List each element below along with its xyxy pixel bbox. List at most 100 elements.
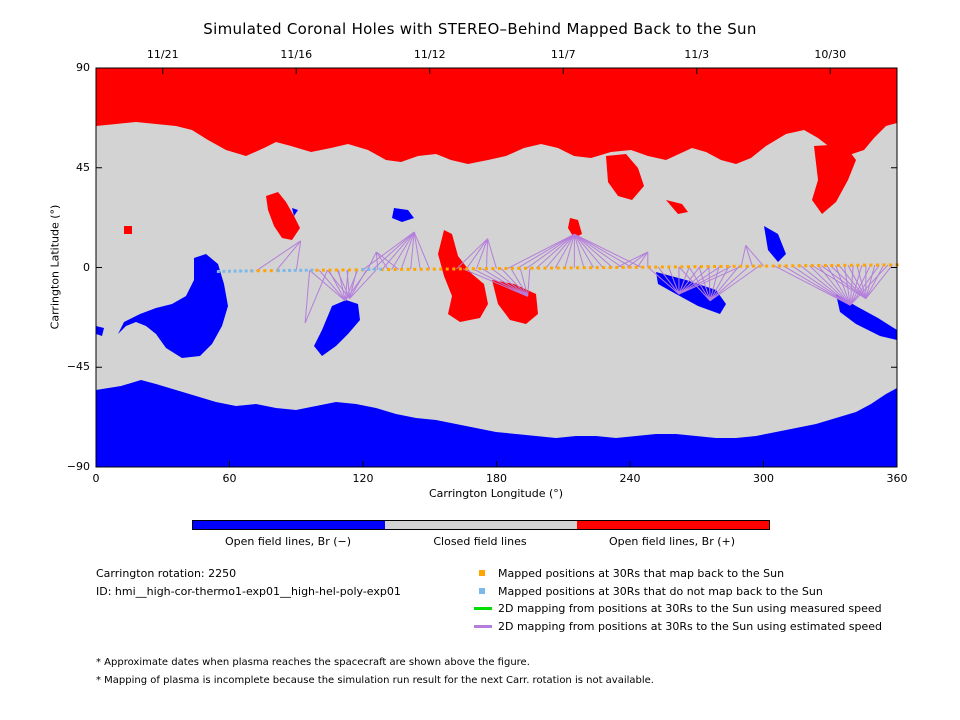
colorbar-label-positive: Open field lines, Br (+) [608, 535, 736, 548]
mapped-point-no-back [282, 269, 286, 273]
mapped-point-no-back [310, 268, 314, 272]
mapped-point-back [817, 264, 821, 268]
mapping-line [865, 264, 885, 299]
y-tick-label: 0 [83, 260, 90, 274]
mapping-line [574, 233, 623, 268]
mapped-point-no-back [288, 268, 292, 272]
pos-equatorial-1 [438, 230, 488, 322]
axis-ticks [95, 67, 898, 468]
mapped-point-no-back [228, 269, 231, 273]
mapping-line [668, 266, 680, 295]
legend-swatch-no-map-back [479, 588, 485, 594]
mapped-point-back [608, 266, 612, 269]
mapped-point-back [478, 267, 482, 271]
mapping-line [349, 269, 377, 299]
mapping-line [708, 266, 711, 301]
mapped-point-back [641, 265, 645, 269]
mapped-point-back [791, 264, 795, 268]
mapping-line [349, 269, 358, 299]
mapped-point-back [269, 269, 273, 273]
mapping-line [309, 269, 346, 302]
mapped-point-back [693, 265, 697, 269]
mapping-line [574, 233, 613, 268]
mapped-point-back [856, 263, 860, 267]
colorbar-label-negative: Open field lines, Br (−) [224, 535, 352, 548]
x-tick-label: 300 [753, 472, 774, 485]
mapping-line [304, 269, 328, 324]
mapping-line [491, 268, 528, 297]
mapped-point-back [315, 268, 319, 272]
mapped-point-back [726, 264, 730, 268]
pos-lobe-north-3 [812, 144, 856, 214]
mapping-line [410, 231, 415, 270]
mapped-point-back [628, 265, 632, 269]
mapped-point-back [732, 264, 736, 268]
pos-spot-2 [666, 200, 688, 214]
mapped-point-back [660, 265, 664, 269]
mapping-line [485, 238, 489, 269]
mapping-line [516, 233, 575, 269]
mapping-line [472, 268, 528, 297]
mapping-line [709, 265, 760, 302]
mapping-line [698, 266, 711, 301]
colorbar-closed [385, 521, 577, 529]
mapped-point-back [393, 267, 397, 271]
mapped-point-back [719, 264, 723, 268]
mapping-lines [255, 231, 893, 324]
neg-feature-5 [764, 226, 786, 262]
mapping-line [400, 231, 415, 270]
mapped-point-back [745, 264, 749, 268]
mapped-point-no-back [233, 269, 237, 273]
colorbar [192, 520, 770, 530]
legend-swatch-estimated [474, 625, 492, 628]
legend-label-measured: 2D mapping from positions at 30Rs to the… [498, 602, 882, 615]
mapping-line [462, 268, 528, 297]
mapping-line [573, 234, 594, 268]
x-axis-label: Carrington Longitude (°) [428, 487, 564, 500]
mapping-line [372, 231, 415, 271]
mapping-line [255, 240, 301, 272]
mapping-line [346, 269, 351, 299]
mapping-line [466, 238, 489, 270]
mapping-line [500, 268, 529, 297]
mapped-point-no-back [373, 267, 377, 271]
mapping-line [709, 266, 720, 301]
legend-label-no-map-back: Mapped positions at 30Rs that do not map… [498, 585, 823, 598]
mapped-point-back [778, 264, 782, 268]
mapping-line [367, 251, 377, 270]
mapping-line [535, 233, 575, 269]
neg-spot-1 [96, 326, 104, 336]
mapping-line [774, 265, 851, 306]
mapped-point-back [426, 267, 430, 271]
mapping-line [381, 231, 415, 270]
mapping-line [456, 238, 488, 270]
mapped-point-back [654, 265, 658, 269]
mapping-line [740, 245, 747, 267]
south-polar-hole [96, 380, 897, 467]
mapped-point-no-back [293, 268, 297, 272]
mapped-point-back [334, 268, 338, 272]
mapped-point-back [452, 267, 456, 271]
mapped-point-back [849, 263, 853, 267]
mapping-line [573, 234, 585, 268]
mapped-point-back [491, 267, 495, 271]
mapped-point-back [875, 263, 879, 267]
mapped-point-back [680, 265, 684, 269]
mapped-point-back [882, 263, 886, 267]
mapping-line [295, 240, 302, 271]
colorbar-open-negative [193, 521, 385, 529]
mapping-line [413, 231, 431, 270]
mapping-line [574, 233, 632, 268]
mapped-point-no-back [216, 269, 220, 273]
top-date-label: 11/21 [146, 48, 179, 61]
mapping-line [812, 265, 867, 299]
mapped-point-back [843, 263, 847, 267]
mapping-line [745, 245, 764, 267]
mapping-line [413, 231, 421, 270]
mapping-line [510, 268, 529, 297]
x-tick-label: 60 [222, 472, 237, 485]
mapped-point-back [823, 264, 827, 268]
mapping-line [527, 268, 531, 297]
mapping-line [336, 269, 351, 299]
mapping-line [647, 266, 680, 295]
